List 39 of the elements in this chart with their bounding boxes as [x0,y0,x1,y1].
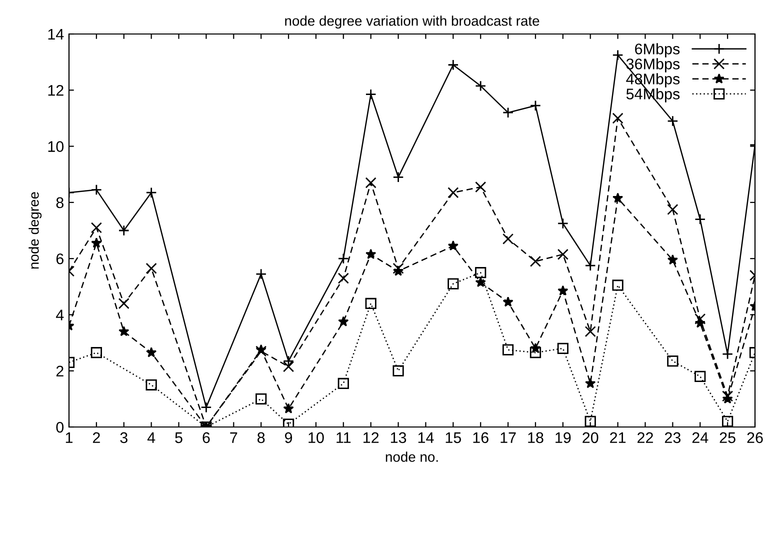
y-tick-label: 2 [56,366,64,376]
x-tick-label: 3 [120,432,128,444]
x-tick-label: 5 [175,432,182,444]
x-tick-label: 14 [418,432,434,443]
x-tick-label: 20 [582,432,598,444]
y-tick-label: 6 [56,253,64,264]
y-tick-label: 12 [48,85,64,96]
x-tick-label: 26 [747,432,763,444]
x-tick-label: 23 [664,432,681,444]
x-tick-label: 10 [308,432,324,444]
legend-label: 36Mbps [626,58,680,72]
x-tick-label: 17 [500,432,516,443]
x-tick-label: 11 [336,432,351,443]
chart-title: node degree variation with broadcast rate [285,16,540,29]
y-tick-label: 0 [56,422,64,433]
x-tick-label: 22 [638,432,653,443]
x-axis-title: node no. [386,452,438,462]
x-tick-label: 19 [556,432,571,444]
x-tick-label: 15 [446,432,462,444]
y-tick-label: 10 [48,141,64,152]
y-tick-label: 4 [56,310,64,320]
x-tick-label: 9 [284,432,292,444]
x-tick-label: 25 [720,432,736,444]
x-tick-label: 12 [364,432,379,443]
x-tick-label: 1 [66,432,73,443]
x-tick-label: 18 [528,432,544,444]
y-tick-label: 8 [56,197,64,208]
x-tick-label: 16 [473,432,488,444]
x-tick-label: 21 [610,432,626,443]
x-tick-label: 8 [257,432,265,444]
x-tick-label: 24 [692,432,708,443]
legend-label: 6Mbps [635,43,680,58]
x-tick-label: 6 [202,432,210,444]
y-axis-title: node degree [28,192,42,269]
x-tick-label: 4 [147,432,156,443]
x-tick-label: 2 [92,432,100,443]
x-tick-label: 13 [390,432,406,444]
y-tick-label: 14 [48,29,64,40]
x-tick-label: 7 [230,432,238,443]
